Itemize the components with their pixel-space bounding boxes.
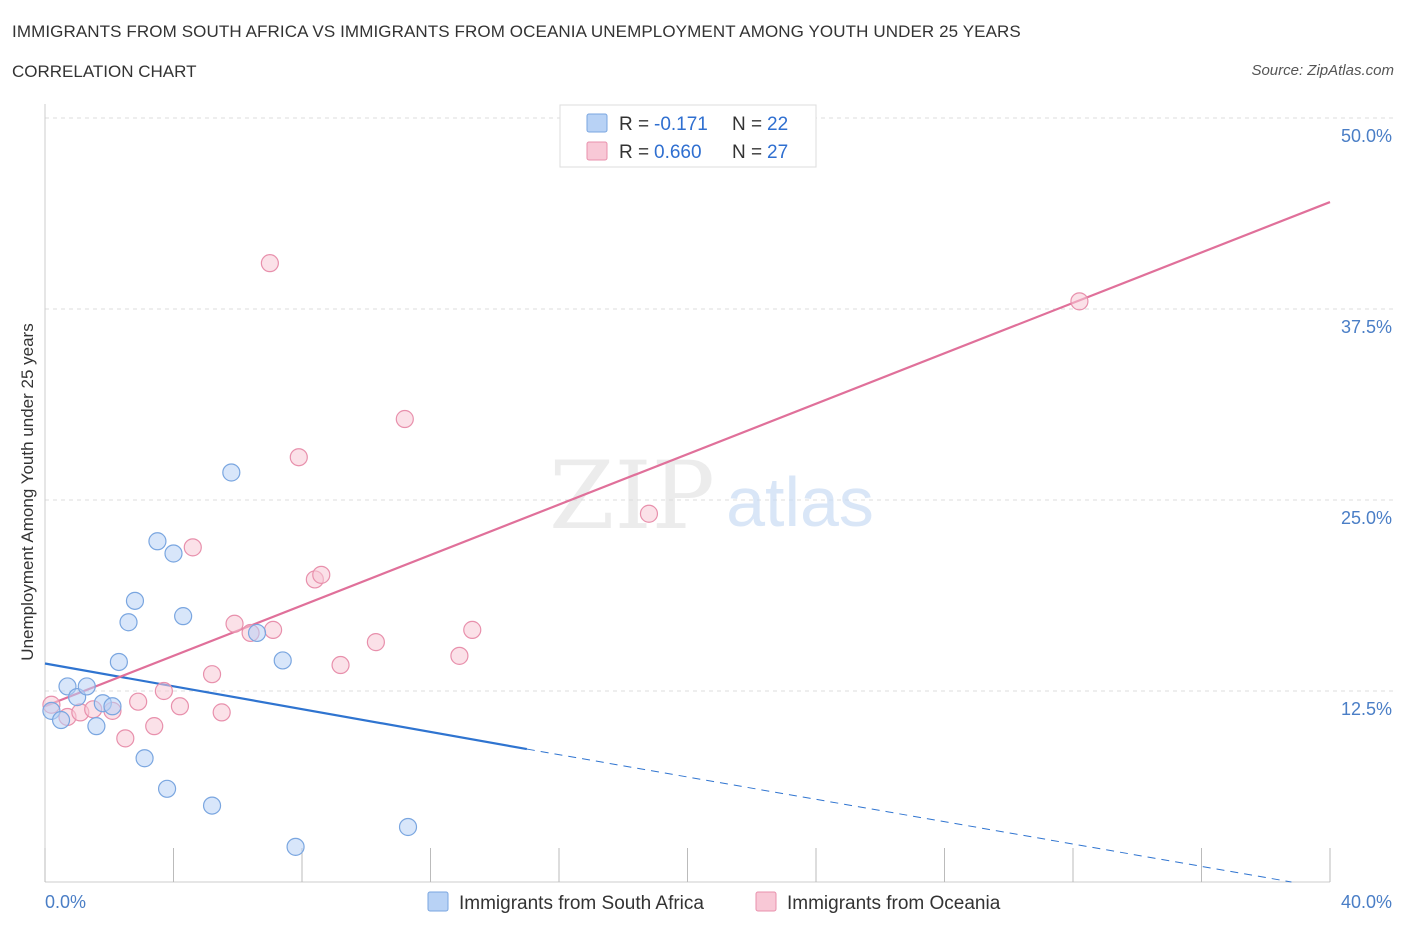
legend-r-value-1: -0.171 — [654, 114, 708, 135]
point-oceania-13 — [225, 614, 244, 633]
legend-r-value-2: 0.660 — [654, 142, 702, 163]
legend-swatch-south-africa — [586, 113, 608, 133]
point-south-africa-4 — [77, 677, 96, 696]
point-south-africa-19 — [273, 651, 292, 670]
series-legend: Immigrants from South Africa Immigrants … — [427, 891, 1001, 914]
y-tick-label-3: 50.0% — [1341, 126, 1392, 146]
legend-swatch-oceania — [586, 141, 608, 161]
stats-legend: R = -0.171 N = 22 R = 0.660 N = 27 — [559, 104, 817, 168]
x-tick-label-0: 0.0% — [45, 892, 86, 912]
trend-line-oceania — [44, 201, 1331, 708]
point-south-africa-11 — [135, 749, 154, 768]
point-oceania-21 — [366, 633, 385, 652]
point-south-africa-14 — [164, 544, 183, 563]
point-oceania-25 — [639, 504, 659, 523]
scatter-points — [42, 254, 1089, 856]
y-axis-label: Unemployment Among Youth under 25 years — [18, 323, 37, 660]
point-south-africa-21 — [398, 817, 418, 837]
point-oceania-15 — [260, 254, 279, 273]
point-oceania-17 — [289, 448, 308, 467]
point-south-africa-8 — [109, 652, 128, 672]
bottom-legend-label-south-africa: Immigrants from South Africa — [459, 893, 704, 914]
point-south-africa-5 — [87, 717, 106, 736]
point-south-africa-15 — [174, 607, 193, 626]
point-south-africa-16 — [202, 796, 222, 815]
point-oceania-7 — [145, 717, 164, 736]
legend-n-value-2: 27 — [767, 142, 788, 163]
legend-r-label-2: R = — [619, 142, 649, 163]
point-south-africa-9 — [119, 613, 138, 632]
y-tick-label-1: 25.0% — [1341, 508, 1392, 528]
bottom-legend-swatch-south-africa — [427, 891, 449, 912]
legend-n-label-2: N = — [732, 142, 762, 163]
point-south-africa-12 — [148, 532, 167, 551]
point-south-africa-13 — [157, 779, 177, 798]
point-south-africa-17 — [222, 463, 241, 482]
legend-n-label-1: N = — [732, 114, 762, 135]
point-oceania-8 — [154, 681, 173, 701]
watermark-zip: ZIP — [549, 442, 715, 551]
legend-n-value-1: 22 — [767, 114, 788, 135]
trend-line-south-africa — [44, 662, 528, 751]
bottom-legend-label-oceania: Immigrants from Oceania — [787, 893, 1001, 914]
point-south-africa-20 — [286, 837, 305, 856]
point-oceania-12 — [212, 703, 231, 722]
point-oceania-5 — [116, 729, 135, 748]
point-oceania-10 — [183, 538, 202, 557]
chart-title: IMMIGRANTS FROM SOUTH AFRICA VS IMMIGRAN… — [12, 22, 1021, 41]
tick-labels: 12.5% 25.0% 37.5% 50.0% 0.0% 40.0% — [45, 126, 1392, 912]
point-oceania-9 — [170, 697, 190, 716]
point-oceania-22 — [395, 409, 414, 429]
point-south-africa-18 — [247, 623, 267, 643]
source-credit: Source: ZipAtlas.com — [1251, 62, 1394, 79]
point-south-africa-1 — [51, 710, 71, 730]
point-oceania-11 — [202, 665, 222, 684]
bottom-legend-swatch-oceania — [755, 891, 777, 912]
gridlines — [45, 117, 1395, 692]
y-tick-label-0: 12.5% — [1341, 699, 1392, 719]
point-oceania-6 — [129, 692, 148, 711]
point-oceania-26 — [1070, 292, 1089, 311]
x-tick-label-1: 40.0% — [1341, 892, 1392, 912]
point-oceania-24 — [463, 620, 482, 639]
point-south-africa-7 — [103, 697, 122, 716]
axes — [44, 104, 1331, 883]
point-oceania-20 — [331, 655, 350, 675]
point-south-africa-10 — [125, 591, 145, 610]
trend-lines — [44, 201, 1331, 883]
watermark-atlas: atlas — [726, 463, 874, 541]
point-oceania-19 — [312, 565, 331, 584]
chart-subtitle: CORRELATION CHART — [12, 62, 197, 81]
y-tick-label-2: 37.5% — [1341, 317, 1392, 337]
point-oceania-16 — [263, 620, 283, 639]
trend-line-south-africa-extension — [526, 748, 1292, 883]
legend-r-label-1: R = — [619, 114, 649, 135]
point-oceania-23 — [450, 646, 469, 665]
